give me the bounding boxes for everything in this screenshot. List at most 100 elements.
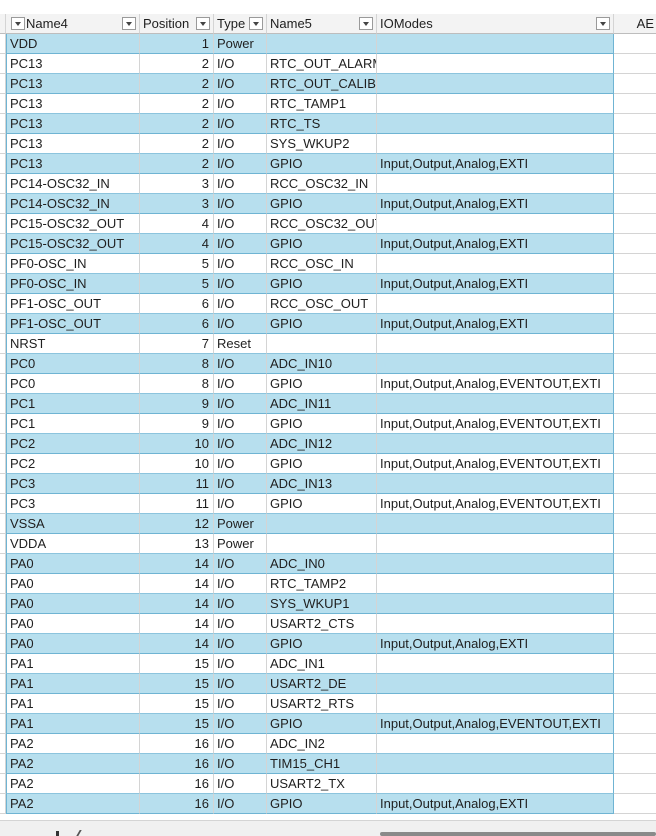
cell-name4[interactable]: PA0 [6,574,140,594]
cell-name5[interactable]: USART2_RTS [267,694,377,714]
cell-position[interactable]: 15 [140,714,214,734]
cell-name4[interactable]: PA1 [6,714,140,734]
cell-type[interactable]: I/O [214,254,267,274]
cell-empty[interactable] [614,714,656,734]
cell-name5[interactable]: GPIO [267,274,377,294]
cell-type[interactable]: Power [214,534,267,554]
cell-type[interactable]: I/O [214,314,267,334]
cell-type[interactable]: I/O [214,634,267,654]
cell-type[interactable]: I/O [214,474,267,494]
cell-type[interactable]: I/O [214,434,267,454]
cell-position[interactable]: 3 [140,194,214,214]
row-header[interactable] [0,134,6,154]
row-header[interactable] [0,794,6,814]
row-header[interactable] [0,314,6,334]
cell-type[interactable]: I/O [214,454,267,474]
row-header[interactable] [0,154,6,174]
cell-empty[interactable] [614,394,656,414]
cell-name5[interactable]: GPIO [267,154,377,174]
row-header[interactable] [0,54,6,74]
cell-iomodes[interactable]: Input,Output,Analog,EVENTOUT,EXTI [377,494,614,514]
header-iomodes[interactable]: IOModes [377,14,614,34]
cell-iomodes[interactable] [377,734,614,754]
filter-dropdown-icon[interactable] [122,17,136,30]
cell-iomodes[interactable]: Input,Output,Analog,EXTI [377,274,614,294]
cell-type[interactable]: Power [214,34,267,54]
cell-type[interactable]: I/O [214,194,267,214]
cell-name5[interactable]: RTC_TAMP1 [267,94,377,114]
cell-type[interactable]: I/O [214,654,267,674]
cell-iomodes[interactable] [377,674,614,694]
cell-position[interactable]: 2 [140,114,214,134]
cell-name4[interactable]: PC3 [6,474,140,494]
cell-name5[interactable]: GPIO [267,454,377,474]
cell-name5[interactable]: GPIO [267,414,377,434]
row-header[interactable] [0,754,6,774]
cell-iomodes[interactable]: Input,Output,Analog,EXTI [377,794,614,814]
cell-position[interactable]: 11 [140,494,214,514]
cell-position[interactable]: 2 [140,154,214,174]
sheet-tab-marker[interactable] [56,831,59,836]
cell-name4[interactable]: PC13 [6,54,140,74]
cell-position[interactable]: 15 [140,694,214,714]
cell-name5[interactable]: RTC_TAMP2 [267,574,377,594]
row-header[interactable] [0,174,6,194]
row-header[interactable] [0,534,6,554]
row-header[interactable] [0,734,6,754]
cell-name5[interactable]: ADC_IN1 [267,654,377,674]
cell-position[interactable]: 2 [140,74,214,94]
cell-iomodes[interactable] [377,434,614,454]
cell-type[interactable]: I/O [214,574,267,594]
cell-empty[interactable] [614,94,656,114]
cell-iomodes[interactable]: Input,Output,Analog,EXTI [377,234,614,254]
cell-empty[interactable] [614,194,656,214]
row-header[interactable] [0,594,6,614]
cell-name4[interactable]: PA1 [6,694,140,714]
cell-position[interactable]: 9 [140,394,214,414]
cell-name5[interactable]: GPIO [267,194,377,214]
cell-name4[interactable]: PC14-OSC32_IN [6,174,140,194]
cell-iomodes[interactable] [377,474,614,494]
cell-name4[interactable]: PA0 [6,594,140,614]
cell-type[interactable]: I/O [214,694,267,714]
cell-iomodes[interactable]: Input,Output,Analog,EXTI [377,194,614,214]
cell-type[interactable]: I/O [214,94,267,114]
cell-empty[interactable] [614,154,656,174]
row-header[interactable] [0,414,6,434]
cell-position[interactable]: 12 [140,514,214,534]
cell-type[interactable]: I/O [214,494,267,514]
cell-type[interactable]: I/O [214,554,267,574]
row-header[interactable] [0,294,6,314]
header-type[interactable]: Type [214,14,267,34]
cell-position[interactable]: 16 [140,794,214,814]
cell-name4[interactable]: PC14-OSC32_IN [6,194,140,214]
cell-empty[interactable] [614,454,656,474]
filter-dropdown-icon[interactable] [596,17,610,30]
cell-type[interactable]: I/O [214,774,267,794]
cell-type[interactable]: I/O [214,54,267,74]
cell-iomodes[interactable] [377,554,614,574]
cell-name4[interactable]: PC1 [6,394,140,414]
cell-type[interactable]: I/O [214,394,267,414]
cell-empty[interactable] [614,374,656,394]
cell-empty[interactable] [614,414,656,434]
cell-iomodes[interactable]: Input,Output,Analog,EVENTOUT,EXTI [377,414,614,434]
cell-position[interactable]: 6 [140,294,214,314]
cell-name4[interactable]: PC13 [6,94,140,114]
cell-iomodes[interactable]: Input,Output,Analog,EVENTOUT,EXTI [377,374,614,394]
cell-name5[interactable]: GPIO [267,634,377,654]
cell-empty[interactable] [614,594,656,614]
cell-position[interactable]: 5 [140,274,214,294]
cell-iomodes[interactable]: Input,Output,Analog,EXTI [377,154,614,174]
cell-name5[interactable]: GPIO [267,234,377,254]
row-header[interactable] [0,714,6,734]
cell-name5[interactable] [267,534,377,554]
cell-name4[interactable]: PC0 [6,354,140,374]
cell-iomodes[interactable] [377,254,614,274]
cell-empty[interactable] [614,174,656,194]
cell-position[interactable]: 14 [140,574,214,594]
cell-name5[interactable]: ADC_IN12 [267,434,377,454]
cell-name5[interactable]: ADC_IN0 [267,554,377,574]
cell-iomodes[interactable] [377,214,614,234]
row-header[interactable] [0,774,6,794]
